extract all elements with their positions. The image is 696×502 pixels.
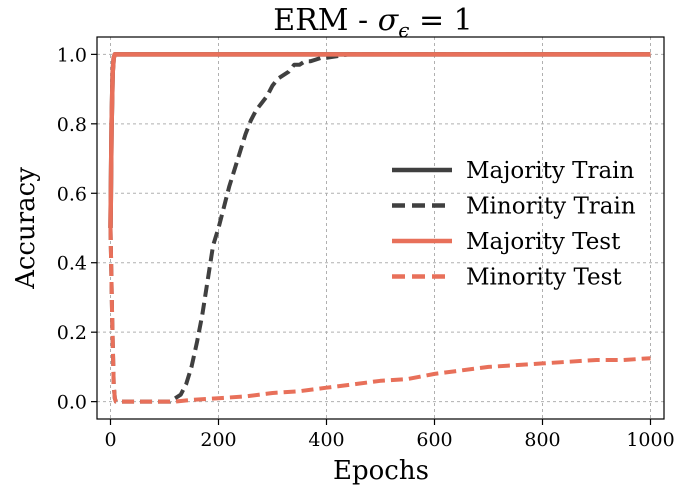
x-tick-label: 200	[200, 429, 236, 451]
chart-title-symbol: σ	[378, 3, 400, 38]
legend-label-minority-train: Minority Train	[466, 194, 636, 220]
x-tick-label: 400	[308, 429, 344, 451]
y-tick-label: 0.4	[57, 253, 87, 275]
plot-frame	[96, 36, 665, 420]
legend-label-minority-test: Minority Test	[466, 265, 622, 291]
series-line-majority-test	[108, 52, 651, 229]
y-tick-label: 0.8	[57, 114, 87, 136]
legend: Majority Train Minority Train Majority Tes…	[392, 158, 636, 291]
legend-label-majority-train: Majority Train	[466, 158, 635, 184]
y-tick-label: 0.6	[57, 183, 87, 205]
series-line-minority-train	[108, 52, 651, 404]
y-tick-label: 0.0	[57, 392, 87, 414]
chart-title: ERM - σϵ = 1	[273, 3, 472, 42]
chart-title-prefix: ERM -	[273, 3, 377, 38]
x-axis-label: Epochs	[333, 456, 429, 486]
series-lines	[108, 52, 651, 404]
x-tick-label: 0	[104, 429, 116, 451]
x-tick-label: 600	[416, 429, 452, 451]
x-tick-label: 1000	[626, 429, 674, 451]
series-line-minority-test	[108, 227, 651, 404]
chart-title-suffix: = 1	[409, 3, 472, 38]
y-tick-label: 1.0	[57, 44, 87, 66]
y-tick-label: 0.2	[57, 322, 87, 344]
legend-label-majority-test: Majority Test	[466, 229, 621, 255]
y-axis-label: Accuracy	[11, 167, 41, 290]
axis-ticks: 0 200 400 600 800 1000 0.0 0.2 0.4 0.6 0.8 1.0	[57, 44, 675, 451]
chart-title-subscript: ϵ	[398, 18, 409, 42]
x-tick-label: 800	[524, 429, 560, 451]
